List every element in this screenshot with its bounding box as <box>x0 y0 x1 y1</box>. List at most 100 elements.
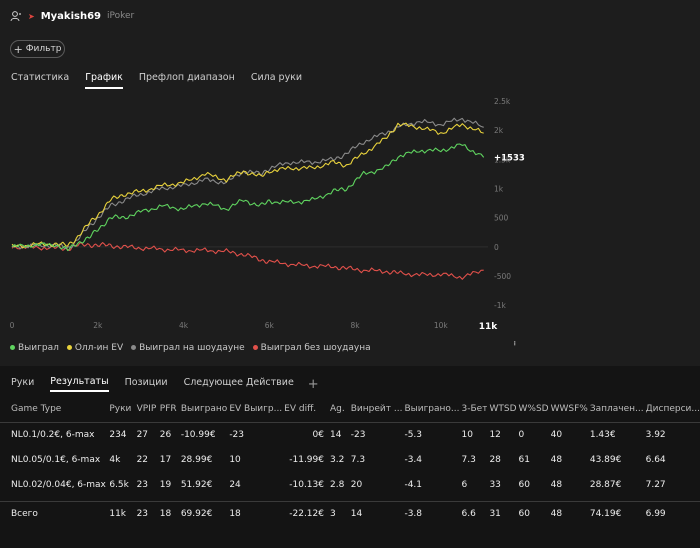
column-header[interactable]: PFR <box>159 403 177 414</box>
cell-vpip: 27 <box>134 421 158 447</box>
cell-hands: 234 <box>107 421 135 447</box>
column-header[interactable]: WWSF% <box>550 403 588 414</box>
winnings-chart[interactable]: 2.5k 2k 1.5k 1k 500 0 -500 -1k 0 2k 4k 6k 8k 10k 11k +1… <box>0 95 530 335</box>
cell-won: 69.92€ <box>178 500 228 526</box>
table-row[interactable]: NL0.05/0.1€, 6-max 4k 22 17 28.99€ 10 -1… <box>0 447 700 472</box>
cell-ag: 3.2 <box>330 454 345 465</box>
cell-ev-won: 18 <box>227 500 283 526</box>
filter-button[interactable]: + Фильтр <box>10 40 65 58</box>
cell-ev-won: -23 <box>227 421 283 447</box>
chart-menu-icon[interactable]: ... <box>511 340 524 345</box>
cell-3bet: 10 <box>459 421 488 447</box>
column-header[interactable]: EV Выигр... <box>229 403 283 414</box>
cell-ev-diff: -11.99€ <box>289 454 324 465</box>
y-tick-label: 0 <box>494 243 499 252</box>
y-tick-label: -500 <box>494 272 511 281</box>
column-header[interactable]: EV diff. <box>284 403 317 414</box>
legend-item-non-showdown[interactable]: Выиграл без шоудауна <box>252 343 371 353</box>
column-header[interactable]: Выиграно... <box>404 403 460 414</box>
cell-wtsd: 28 <box>489 454 501 465</box>
cell-ev-won: 24 <box>229 479 241 490</box>
tab-hands[interactable]: Руки <box>11 377 35 388</box>
cell-pfr: 19 <box>159 479 172 490</box>
cell-game-type: NL0.1/0.2€, 6-max <box>0 421 108 447</box>
column-header[interactable]: Заплачен... <box>589 403 644 414</box>
cell-wwsf: 40 <box>548 421 588 447</box>
cell-winrate: 20 <box>350 479 363 490</box>
column-header[interactable]: WTSD <box>489 403 517 414</box>
series-line <box>11 122 484 249</box>
table-total-row[interactable]: Всего 11k 23 18 69.92€ 18 -22.12€ 3 14 -… <box>0 500 700 526</box>
tab-graph[interactable]: График <box>85 72 123 89</box>
cell-wtsd: 12 <box>487 421 517 447</box>
y-tick-label: 2k <box>494 126 504 135</box>
main-tabs: Статистика График Префлоп диапазон Сила … <box>11 72 302 89</box>
cell-wtsd: 33 <box>489 479 501 490</box>
tab-results[interactable]: Результаты <box>50 376 109 392</box>
column-header[interactable]: Винрейт ... <box>350 403 403 414</box>
x-tick-label: 0 <box>10 321 15 330</box>
y-tick-label: -1k <box>494 301 506 310</box>
tab-preflop-range[interactable]: Префлоп диапазон <box>138 72 235 83</box>
x-end-label: 11k <box>479 322 499 332</box>
column-header[interactable]: Ag. <box>330 403 345 414</box>
column-header[interactable]: Выиграно <box>180 403 228 414</box>
cell-variance: 6.99 <box>643 500 700 526</box>
cell-won: 51.92€ <box>180 479 213 490</box>
cell-won-bb: -3.4 <box>404 454 423 465</box>
results-panel: Руки Результаты Позиции Следующее Действ… <box>0 366 700 548</box>
x-tick-label: 10k <box>434 321 449 330</box>
x-tick-label: 6k <box>265 321 275 330</box>
column-header[interactable]: VPIP <box>136 403 157 414</box>
tab-statistics[interactable]: Статистика <box>11 72 70 83</box>
user-switch-icon[interactable] <box>10 10 22 22</box>
cell-vpip: 23 <box>134 500 158 526</box>
player-name[interactable]: Myakish69 <box>40 10 101 22</box>
table-row[interactable]: NL0.1/0.2€, 6-max 234 27 26 -10.99€ -23 … <box>0 421 700 447</box>
column-header[interactable]: Руки <box>109 403 132 414</box>
column-header[interactable]: Дисперси... <box>645 403 700 414</box>
end-value-label: +1533 <box>494 153 525 163</box>
series-line <box>11 242 484 280</box>
y-tick-label: 1.5k <box>494 155 511 164</box>
cell-ev-diff: -10.13€ <box>289 479 324 490</box>
cell-wwsf: 48 <box>550 454 563 465</box>
cell-winrate: 7.3 <box>350 454 366 465</box>
column-header[interactable]: Game Type <box>11 403 62 414</box>
cell-wsd: 61 <box>518 454 530 465</box>
legend-item-won[interactable]: Выиграл <box>10 343 59 353</box>
x-tick-label: 4k <box>179 321 189 330</box>
cell-ag: 14 <box>328 421 349 447</box>
filter-label: Фильтр <box>25 44 62 54</box>
tab-hand-strength[interactable]: Сила руки <box>250 72 303 83</box>
cell-variance: 3.92 <box>643 421 700 447</box>
cell-game-type: NL0.02/0.04€, 6-max <box>11 479 106 490</box>
cell-won-bb: -4.1 <box>404 479 423 490</box>
results-table: Game Type Руки VPIP PFR Выиграно EV Выиг… <box>0 396 700 526</box>
x-tick-label: 2k <box>93 321 103 330</box>
cell-ev-diff: -22.12€ <box>282 500 328 526</box>
legend-item-showdown[interactable]: Выиграл на шоудауне <box>131 343 245 353</box>
cell-ev-won: 10 <box>229 454 241 465</box>
cell-ag: 2.8 <box>330 479 345 490</box>
tab-next-action[interactable]: Следующее Действие <box>183 377 294 388</box>
y-tick-label: 1k <box>494 185 504 194</box>
cell-3bet: 6.6 <box>459 500 488 526</box>
x-tick-label: 8k <box>351 321 361 330</box>
cell-pfr: 26 <box>157 421 179 447</box>
cell-ev-diff: 0€ <box>282 421 328 447</box>
table-row[interactable]: NL0.02/0.04€, 6-max 6.5k 23 19 51.92€ 24… <box>0 472 700 497</box>
cell-3bet: 6 <box>461 479 468 490</box>
tab-positions[interactable]: Позиции <box>124 377 168 388</box>
cell-pfr: 17 <box>159 454 172 465</box>
column-header[interactable]: 3-Бет <box>461 403 488 414</box>
cell-won-bb: -3.8 <box>402 500 460 526</box>
cell-game-type: NL0.05/0.1€, 6-max <box>11 454 101 465</box>
cell-winrate: -23 <box>348 421 403 447</box>
y-tick-label: 500 <box>494 214 509 223</box>
add-tab-icon[interactable]: + <box>307 376 319 392</box>
column-header[interactable]: W%SD <box>518 403 549 414</box>
legend-item-allin-ev[interactable]: Олл-ин EV <box>66 343 123 353</box>
cell-hands: 11k <box>107 500 135 526</box>
graph-panel: ➤ Myakish69 iPoker + Фильтр Статистика Г… <box>0 10 530 353</box>
